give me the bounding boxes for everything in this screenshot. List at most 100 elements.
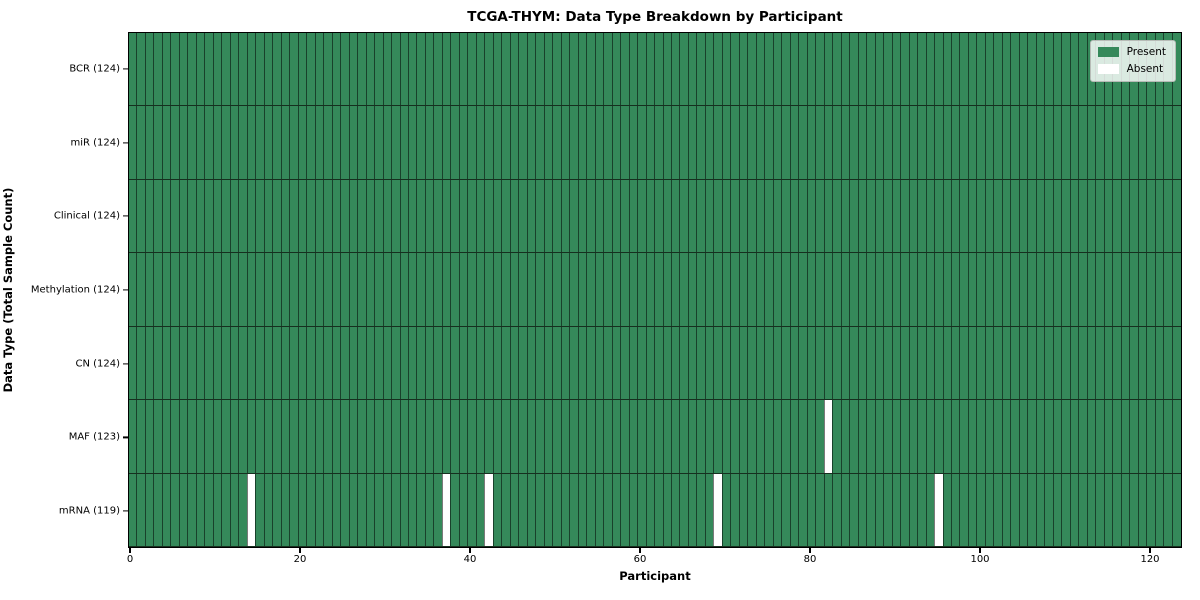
cell-present	[518, 473, 527, 546]
heatmap-row-bcr	[129, 33, 1181, 107]
cell-present	[857, 400, 867, 473]
cell-present	[1095, 326, 1104, 400]
cell-present	[348, 253, 358, 326]
cell-present	[603, 253, 612, 326]
cell-present	[441, 253, 451, 326]
cell-present	[484, 179, 493, 253]
cell-present	[866, 33, 875, 106]
cell-present	[492, 400, 502, 473]
cell-present	[357, 179, 366, 253]
cell-present	[518, 33, 527, 106]
cell-present	[942, 473, 951, 546]
cell-present	[1078, 179, 1087, 253]
cell-present	[789, 400, 799, 473]
cell-present	[1069, 179, 1079, 253]
legend: Present Absent	[1089, 40, 1176, 82]
cell-present	[1120, 106, 1130, 179]
cell-present	[543, 33, 553, 106]
cell-present	[501, 326, 510, 400]
cell-present	[849, 179, 858, 253]
cell-present	[289, 179, 298, 253]
cell-present	[365, 253, 375, 326]
cell-present	[984, 326, 994, 400]
cell-present	[883, 400, 892, 473]
cell-present	[129, 400, 137, 473]
cell-present	[1044, 179, 1053, 253]
cell-present	[289, 106, 298, 179]
cell-present	[721, 179, 731, 253]
cell-present	[967, 400, 977, 473]
cell-present	[857, 33, 867, 106]
cell-present	[993, 179, 1002, 253]
cell-present	[645, 33, 655, 106]
cell-present	[857, 326, 867, 400]
cell-present	[552, 106, 561, 179]
cell-present	[374, 33, 383, 106]
cell-absent	[823, 400, 833, 473]
legend-entry-present: Present	[1097, 46, 1166, 58]
y-tick-label-maf: MAF (123)	[68, 431, 120, 443]
cell-present	[467, 33, 476, 106]
cell-present	[365, 326, 375, 400]
cell-present	[781, 179, 790, 253]
cell-present	[246, 326, 256, 400]
cell-present	[238, 400, 247, 473]
cell-present	[501, 106, 510, 179]
cell-present	[407, 253, 417, 326]
cell-present	[484, 326, 493, 400]
cell-present	[509, 400, 519, 473]
cell-present	[407, 400, 417, 473]
cell-present	[238, 33, 247, 106]
cell-present	[340, 473, 349, 546]
cell-present	[272, 473, 281, 546]
cell-present	[721, 400, 731, 473]
cell-present	[866, 106, 875, 179]
cell-present	[543, 400, 553, 473]
cell-present	[917, 253, 926, 326]
cell-present	[129, 253, 137, 326]
cell-present	[1010, 326, 1019, 400]
cell-present	[942, 253, 951, 326]
cell-present	[136, 473, 145, 546]
cell-present	[577, 400, 587, 473]
cell-present	[501, 253, 510, 326]
cell-present	[577, 106, 587, 179]
cell-present	[348, 326, 358, 400]
cell-present	[467, 326, 476, 400]
cell-present	[1163, 179, 1172, 253]
cell-present	[620, 179, 629, 253]
cell-present	[391, 106, 400, 179]
x-tick-label-80: 80	[803, 554, 817, 565]
cell-present	[382, 326, 392, 400]
cell-present	[1001, 473, 1011, 546]
cell-present	[993, 33, 1002, 106]
cell-present	[815, 473, 824, 546]
cell-present	[917, 106, 926, 179]
cell-present	[535, 326, 544, 400]
cell-present	[1137, 473, 1147, 546]
cell-present	[628, 106, 638, 179]
heatmap-row-clinical	[129, 179, 1181, 254]
cell-present	[433, 33, 442, 106]
cell-present	[637, 473, 646, 546]
cell-present	[967, 473, 977, 546]
cell-present	[399, 326, 408, 400]
cell-present	[577, 473, 587, 546]
heatmap-row-mrna	[129, 473, 1181, 547]
cell-present	[509, 106, 519, 179]
cell-present	[1044, 253, 1053, 326]
cell-present	[1154, 473, 1164, 546]
cell-present	[755, 253, 765, 326]
legend-entry-absent: Absent	[1097, 63, 1166, 75]
cell-present	[501, 33, 510, 106]
cell-present	[1027, 106, 1036, 179]
cell-present	[526, 253, 536, 326]
cell-present	[467, 253, 476, 326]
cell-present	[721, 253, 731, 326]
cell-present	[323, 179, 332, 253]
cell-present	[959, 326, 968, 400]
cell-present	[611, 400, 621, 473]
cell-present	[679, 179, 688, 253]
cell-present	[357, 326, 366, 400]
cell-present	[620, 106, 629, 179]
